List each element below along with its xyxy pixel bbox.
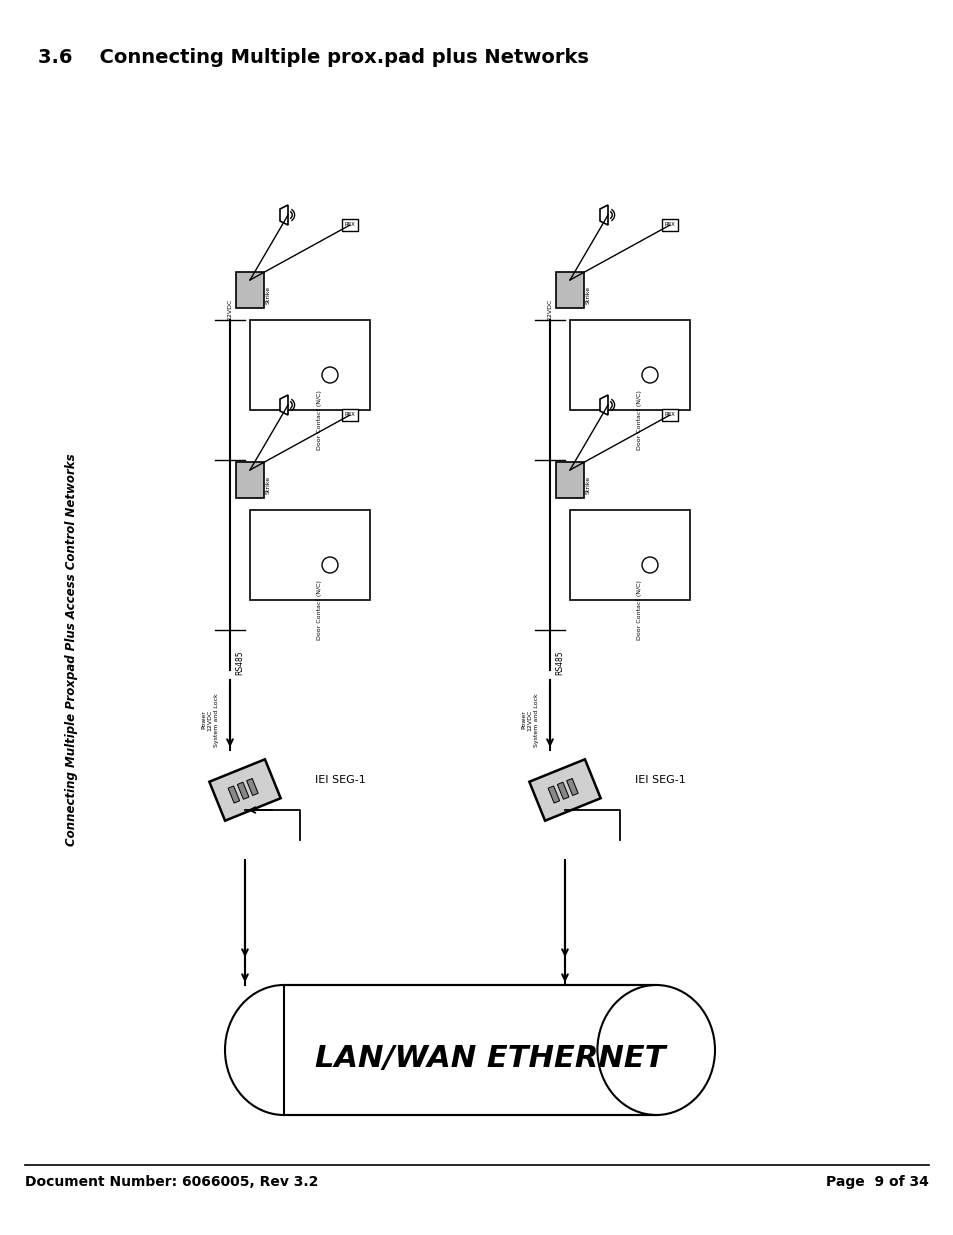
Text: Strike: Strike	[266, 287, 271, 304]
Bar	[556, 272, 583, 308]
Bar	[569, 320, 689, 410]
Bar	[569, 510, 689, 600]
Bar	[529, 760, 600, 821]
Text: Power
12VDC
System and Lock: Power 12VDC System and Lock	[520, 693, 538, 747]
Bar	[250, 510, 370, 600]
Text: Door Contact (N/C): Door Contact (N/C)	[317, 580, 322, 640]
Bar	[237, 782, 249, 799]
Polygon shape	[280, 395, 288, 415]
Bar	[250, 320, 370, 410]
Bar	[247, 778, 258, 795]
Text: Strike: Strike	[266, 475, 271, 494]
Bar	[556, 462, 583, 498]
Polygon shape	[599, 205, 607, 225]
Bar	[661, 219, 678, 231]
Text: Door Contact (N/C): Door Contact (N/C)	[637, 390, 641, 450]
Bar	[283, 986, 656, 1115]
Bar	[661, 409, 678, 421]
Bar	[341, 219, 357, 231]
Bar	[235, 272, 264, 308]
Bar	[341, 409, 357, 421]
Text: Door Contact (N/C): Door Contact (N/C)	[317, 390, 322, 450]
Text: 3.6    Connecting Multiple prox.pad plus Networks: 3.6 Connecting Multiple prox.pad plus Ne…	[38, 48, 588, 67]
Text: Power
12VDC
System and Lock: Power 12VDC System and Lock	[201, 693, 218, 747]
Text: 12VDC: 12VDC	[547, 299, 552, 320]
Text: RS485: RS485	[235, 650, 244, 674]
Bar	[566, 778, 578, 795]
Bar	[548, 785, 559, 803]
Text: Strike: Strike	[585, 287, 590, 304]
Text: REX: REX	[664, 222, 675, 227]
Text: LAN/WAN ETHERNET: LAN/WAN ETHERNET	[314, 1044, 664, 1072]
Text: IEI SEG-1: IEI SEG-1	[314, 776, 365, 785]
Text: Connecting Multiple Proxpad Plus Access Control Networks: Connecting Multiple Proxpad Plus Access …	[66, 453, 78, 846]
Text: Strike: Strike	[585, 475, 590, 494]
Text: 12VDC: 12VDC	[227, 299, 233, 320]
Text: Document Number: 6066005, Rev 3.2: Document Number: 6066005, Rev 3.2	[25, 1174, 318, 1189]
Bar	[235, 462, 264, 498]
Polygon shape	[599, 395, 607, 415]
Ellipse shape	[597, 986, 714, 1115]
Polygon shape	[280, 205, 288, 225]
Bar	[209, 760, 280, 821]
Bar	[557, 782, 568, 799]
Text: REX: REX	[344, 412, 355, 417]
Text: Door Contact (N/C): Door Contact (N/C)	[637, 580, 641, 640]
Text: REX: REX	[344, 222, 355, 227]
Text: REX: REX	[664, 412, 675, 417]
Text: IEI SEG-1: IEI SEG-1	[635, 776, 685, 785]
Bar	[228, 785, 239, 803]
Text: Page  9 of 34: Page 9 of 34	[825, 1174, 928, 1189]
Text: RS485: RS485	[555, 650, 564, 674]
